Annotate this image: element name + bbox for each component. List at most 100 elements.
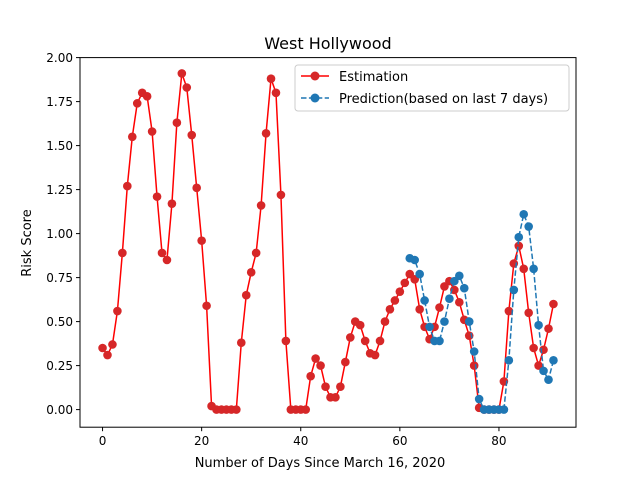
estimation-point — [390, 296, 400, 305]
y-axis-label: Risk Score — [20, 209, 35, 277]
estimation-point — [549, 299, 558, 309]
legend-prediction-marker — [310, 93, 320, 103]
estimation-point — [395, 287, 405, 296]
estimation-point — [360, 336, 370, 346]
x-tick-label: 40 — [293, 434, 308, 448]
legend: Estimation Prediction(based on last 7 da… — [294, 64, 570, 112]
estimation-point — [311, 354, 320, 363]
prediction-point — [529, 264, 538, 274]
estimation-point — [261, 128, 271, 138]
estimation-point — [385, 304, 395, 314]
x-axis-label: Number of Days Since March 16, 2020 — [195, 456, 446, 471]
estimation-point — [281, 336, 291, 346]
estimation-point — [514, 241, 524, 251]
estimation-point — [142, 92, 152, 101]
x-tick-label: 0 — [99, 434, 107, 448]
estimation-point — [266, 74, 276, 84]
prediction-point — [410, 255, 420, 265]
x-tick-label: 80 — [491, 434, 506, 448]
estimation-point — [132, 99, 142, 108]
estimation-point — [370, 350, 380, 360]
estimation-point — [182, 83, 192, 92]
prediction-point — [504, 356, 514, 365]
prediction-point — [524, 222, 533, 231]
prediction-point — [420, 296, 429, 305]
prediction-point — [539, 366, 548, 376]
y-tick-label: 1.00 — [46, 227, 73, 241]
prediction-point — [440, 317, 449, 326]
prediction-point — [425, 322, 434, 332]
prediction-point — [474, 394, 484, 404]
estimation-point — [529, 343, 538, 353]
estimation-point — [455, 297, 464, 307]
estimation-point — [469, 361, 479, 370]
estimation-point — [450, 285, 459, 295]
estimation-point — [256, 201, 266, 210]
estimation-point — [167, 199, 177, 208]
prediction-point — [534, 320, 543, 330]
plot-frame — [79, 57, 577, 428]
estimation-point — [519, 264, 529, 274]
ticks-layer: 0 20 40 60 80 0.00 0.25 0.50 0.75 1.00 1.25 1.50 1.7… — [46, 51, 506, 448]
estimation-point — [346, 333, 355, 342]
estimation-point — [232, 405, 241, 414]
estimation-point — [321, 382, 330, 392]
estimation-point — [400, 278, 410, 288]
estimation-point — [375, 336, 385, 346]
y-tick-label: 0.00 — [46, 403, 73, 417]
prediction-point — [544, 375, 553, 384]
y-tick-label: 1.25 — [46, 183, 73, 197]
estimation-point — [544, 324, 553, 333]
estimation-point — [152, 192, 162, 201]
estimation-point — [118, 248, 127, 258]
prediction-point — [549, 356, 558, 365]
prediction-point — [459, 283, 469, 293]
estimation-point — [341, 357, 350, 367]
estimation-point — [504, 306, 514, 316]
estimation-point — [103, 350, 112, 360]
estimation-point — [177, 69, 187, 78]
estimation-point — [236, 338, 246, 348]
x-tick-label: 20 — [194, 434, 209, 448]
legend-estimation-marker — [310, 71, 320, 81]
x-tick-label: 60 — [392, 434, 407, 448]
chart-title: West Hollywood — [264, 34, 391, 53]
estimation-point — [147, 127, 157, 136]
estimation-point — [113, 306, 122, 316]
estimation-point — [123, 181, 132, 191]
y-tick-label: 0.25 — [46, 359, 73, 373]
y-tick-label: 0.75 — [46, 271, 73, 285]
estimation-point — [355, 320, 365, 330]
estimation-point — [276, 190, 286, 200]
prediction-point — [514, 232, 524, 242]
estimation-point — [192, 183, 201, 193]
estimation-point — [380, 317, 390, 326]
prediction-point — [455, 271, 464, 281]
estimation-point — [336, 382, 345, 392]
estimation-point — [127, 132, 137, 142]
estimation-point — [331, 392, 340, 402]
prediction-point — [519, 209, 529, 219]
estimation-point — [524, 308, 533, 318]
prediction-point — [445, 294, 454, 304]
estimation-point — [316, 361, 325, 370]
prediction-point — [435, 336, 444, 346]
prediction-point — [464, 317, 474, 326]
estimation-point — [306, 371, 315, 381]
estimation-point — [197, 236, 206, 245]
estimation-point — [98, 343, 107, 353]
legend-prediction-label: Prediction(based on last 7 days) — [339, 92, 548, 107]
prediction-point — [415, 269, 424, 279]
legend-box — [294, 64, 570, 112]
y-tick-label: 1.50 — [46, 139, 73, 153]
estimation-point — [415, 304, 424, 314]
prediction-point — [499, 405, 509, 414]
estimation-point — [172, 118, 182, 128]
estimation-point — [162, 255, 172, 265]
estimation-point — [271, 88, 281, 98]
estimation-point — [187, 130, 197, 140]
estimation-point — [251, 248, 261, 258]
legend-estimation-label: Estimation — [339, 70, 408, 85]
estimation-point — [108, 340, 117, 349]
